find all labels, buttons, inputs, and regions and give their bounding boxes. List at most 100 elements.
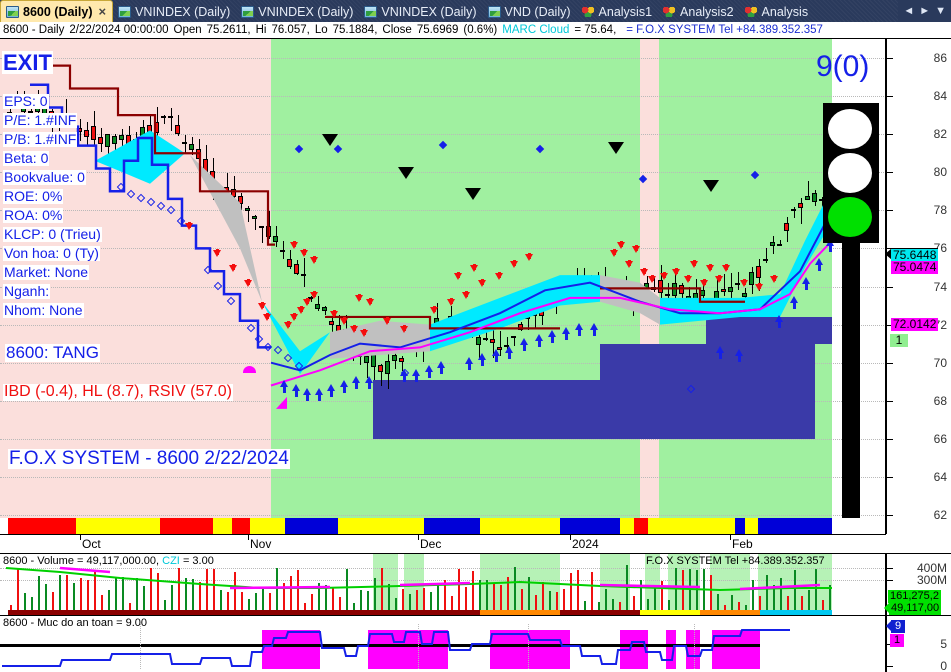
candlestick-body [489,338,495,344]
candlestick-body [118,134,124,141]
volume-ma-magenta [399,581,471,587]
candlestick-body [692,293,698,301]
buy-arrow-icon [425,364,433,378]
volume-plot[interactable]: 8600 - Volume = 49,117,000.00, CZI = 3.0… [0,554,886,615]
candle-wick [9,99,11,121]
volume-strip-seg [700,610,760,615]
candlestick-body [405,349,411,352]
candlestick-body [216,189,222,192]
tab-next-icon[interactable]: ► [919,5,931,17]
volume-bar [135,577,138,611]
candlestick-body [699,290,705,296]
volume-bar [450,595,453,611]
candlestick-body [524,316,530,320]
price-plot[interactable]: EXIT EPS: 0 P/E: 1.#INF P/B: 1.#INF Beta: 0 B… [0,39,886,534]
volume-bar [786,595,789,611]
volume-bar [513,567,516,611]
sell-arrow-icon [263,313,271,322]
buy-arrow-icon [400,368,408,382]
price-tag-pointer [885,248,892,261]
tab-vnindex-daily-2[interactable]: VNINDEX (Daily) [236,1,359,22]
sell-arrow-icon [495,271,503,280]
sell-arrow-icon [454,271,462,280]
candlestick-body [552,292,558,304]
buy-arrow-icon [437,360,445,374]
traffic-light-lamp-2 [828,197,872,237]
volume-tag-1: 49,117,00 [884,602,942,615]
gridline [0,476,885,478]
tab-list-icon[interactable]: ▼ [935,5,946,17]
sell-arrow-icon [648,275,656,284]
candlestick-body [209,170,215,186]
tab-vnindex-daily-3[interactable]: VNINDEX (Daily) [359,1,482,22]
price-tag-value: 72.0142 [893,317,937,332]
sell-arrow-icon [625,260,633,269]
sell-arrow-icon [297,305,305,314]
candlestick-body [139,126,145,142]
sell-arrow-icon [330,309,338,318]
volume-bar [429,591,432,611]
volume-bar [660,581,663,611]
tab-analysis2[interactable]: Analysis2 [658,1,740,22]
sell-arrow-icon [290,241,298,249]
candlestick-body [258,226,264,229]
volume-bar [65,574,68,611]
tab-analysis1[interactable]: Analysis1 [577,1,659,22]
tab-8600-daily[interactable]: 8600 (Daily) × [0,0,114,22]
price-tag-2: 75.0474 [891,260,939,274]
color-band [232,518,250,534]
support-zone [373,379,815,439]
candlestick-body [188,143,194,151]
candle-wick [135,131,137,156]
axis-tick [887,666,893,667]
chart-icon [6,5,19,18]
price-tick-label: 62 [933,507,947,522]
candlestick-body [769,241,775,246]
sell-arrow-icon [229,263,237,272]
buy-arrow-icon [790,296,798,310]
volume-header-value: 49,117,000.00, [86,555,160,567]
candlestick-body [377,365,383,372]
axis-tick [887,568,893,569]
sell-arrow-icon [366,298,374,307]
tab-vnd-daily[interactable]: VND (Daily) [483,1,577,22]
volume-strip-seg [480,610,560,615]
buy-arrow-icon [292,383,300,397]
candle-wick [807,181,809,200]
volume-bar [408,593,411,611]
volume-bar [520,589,523,611]
day-counter-label: 9(0) [816,50,870,83]
volume-bar [226,591,229,611]
sell-arrow-icon [340,317,348,326]
czi-value: = 3.00 [182,555,214,567]
tab-label: Analysis1 [598,4,653,19]
close-icon[interactable]: × [98,4,107,19]
buy-arrow-icon [716,345,724,359]
candle-wick [800,197,802,224]
candlestick-body [776,244,782,247]
candlestick-body [370,352,376,368]
candlestick-body [454,320,460,325]
candlestick-body [384,360,390,375]
tab-vnindex-daily-1[interactable]: VNINDEX (Daily) [113,1,236,22]
buy-arrow-icon [535,334,543,348]
candlestick-body [461,332,467,337]
buy-arrow-icon [802,277,810,291]
volume-bar [548,591,551,611]
top-signal-triangle-icon [398,166,414,179]
sell-arrow-icon [478,279,486,288]
volume-bar [646,599,649,611]
volume-bar [562,589,565,611]
price-tag-1: 75.6448 [891,249,939,263]
color-band [832,518,885,534]
tab-analysis3[interactable]: Analysis [740,1,815,22]
sell-arrow-icon [700,279,708,288]
tab-prev-icon[interactable]: ◄ [903,5,915,17]
exit-label[interactable]: EXIT [2,50,53,75]
safety-plot[interactable]: 8600 - Muc do an toan = 9.00 [0,616,886,672]
infobar-open-label: Open [173,24,202,36]
sell-arrow-icon [755,282,763,291]
sell-arrow-icon [617,241,625,249]
candlestick-body [202,159,208,173]
volume-bar [499,584,502,611]
